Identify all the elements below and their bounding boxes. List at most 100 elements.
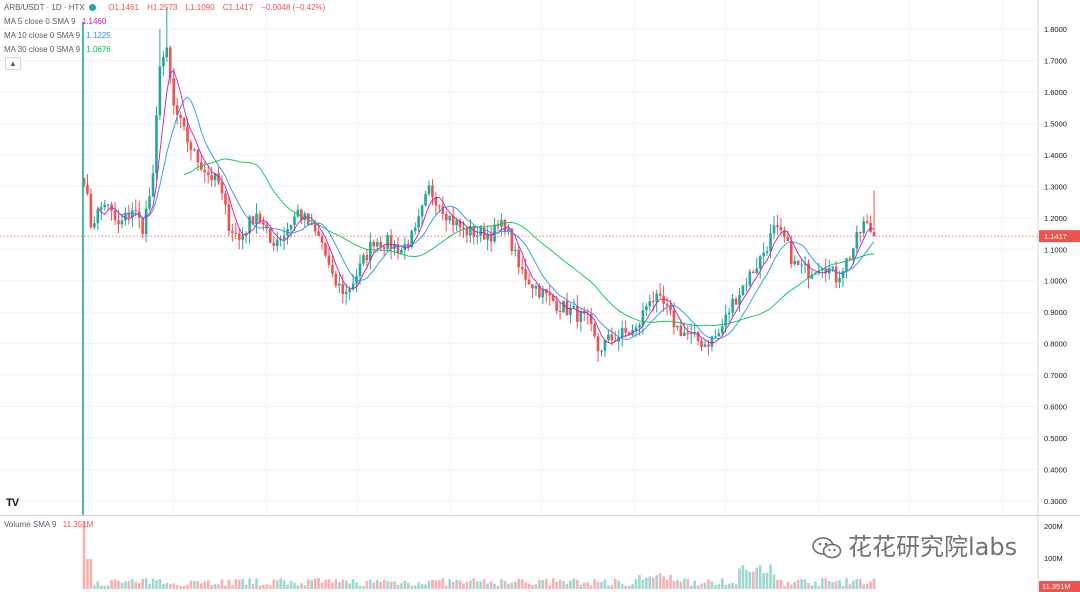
volume-bar — [313, 578, 317, 589]
candle-body — [458, 220, 462, 228]
volume-bar — [579, 584, 583, 589]
volume-bar — [120, 582, 124, 589]
candle-body — [175, 105, 179, 115]
ma5-label: MA 5 close 0 SMA 9 — [4, 17, 76, 26]
volume-bar — [793, 581, 796, 589]
candle-body — [89, 193, 93, 228]
volume-bar — [324, 579, 327, 589]
candle-body — [617, 337, 621, 342]
volume-bar — [237, 579, 241, 589]
candle-body — [762, 252, 765, 257]
volume-bar — [524, 582, 527, 589]
candle-body — [752, 271, 755, 274]
volume-bar — [827, 581, 831, 589]
candle-body — [351, 283, 355, 290]
volume-bar — [510, 582, 514, 589]
volume-bar — [410, 585, 414, 589]
volume-bar — [600, 581, 603, 589]
volume-bar — [269, 585, 272, 589]
volume-bar — [310, 579, 313, 589]
volume-bar — [103, 585, 106, 589]
volume-bar — [862, 584, 865, 589]
price-axis[interactable]: 1.8000 1.7000 1.6000 1.5000 1.4000 1.3000 1.20… — [0, 25, 1080, 592]
volume-bar — [155, 580, 158, 589]
volume-bar — [131, 579, 134, 589]
candle-body — [679, 325, 683, 337]
candle-body — [655, 293, 658, 302]
volume-bar — [427, 581, 431, 589]
volume-bar — [655, 575, 658, 589]
volume-bar — [838, 580, 841, 589]
ma5-line — [97, 70, 875, 344]
candle-body — [869, 222, 872, 233]
ma5-legend[interactable]: MA 5 close 0 SMA 9 1.1460 — [4, 17, 106, 26]
volume-bar — [679, 581, 683, 589]
candle-body — [344, 291, 348, 295]
candle-body — [444, 213, 448, 221]
volume-bar — [507, 583, 510, 589]
ma10-legend[interactable]: MA 10 close 0 SMA 9 1.1225 — [4, 31, 111, 40]
volume-bar — [562, 581, 565, 589]
volume-bar — [645, 577, 648, 589]
volume-bar — [86, 559, 89, 589]
volume-bar — [251, 583, 255, 589]
volume-bar — [227, 579, 231, 589]
volume-bar — [168, 584, 172, 589]
volume-bar — [596, 581, 600, 589]
volume-bar — [124, 581, 127, 589]
volume-bar — [503, 581, 507, 589]
volume-bar — [555, 581, 558, 589]
volume-bar — [686, 579, 690, 589]
volume-legend[interactable]: Volume SMA 9 11.351M — [4, 520, 93, 529]
volume-bar — [400, 583, 403, 589]
candle-body — [686, 332, 690, 335]
chevron-up-icon[interactable]: ▲ — [5, 57, 21, 70]
volume-bar — [758, 565, 762, 589]
candle-body — [448, 215, 451, 221]
candle-body — [210, 174, 213, 181]
volume-bar — [755, 567, 759, 589]
volume-bar — [762, 572, 765, 589]
candle-body — [162, 57, 165, 67]
volume-bar — [769, 564, 772, 589]
volume-bar — [772, 574, 776, 589]
candle-body — [224, 193, 227, 205]
volume-bar — [855, 579, 859, 589]
candle-body — [407, 243, 410, 248]
candle-body — [855, 232, 859, 249]
volume-bar — [158, 579, 162, 589]
price-tick-label: 0.7000 — [1044, 371, 1067, 380]
ma30-legend[interactable]: MA 30 close 0 SMA 9 1.0676 — [4, 45, 111, 54]
price-tick-label: 1.2000 — [1044, 214, 1067, 223]
volume-bar — [175, 585, 179, 589]
candle-body — [852, 248, 855, 260]
volume-bar — [134, 582, 138, 589]
candle-body — [710, 336, 714, 347]
candle-body — [262, 221, 265, 225]
volume-bar — [620, 583, 624, 589]
candle-body — [683, 332, 686, 337]
volume-bar — [303, 584, 307, 589]
candle-body — [772, 225, 776, 234]
volume-bar — [206, 580, 210, 589]
candle-body — [579, 310, 583, 322]
candle-body — [179, 114, 182, 118]
candle-body — [369, 241, 372, 261]
candle-body — [527, 279, 531, 285]
candle-body — [313, 223, 317, 232]
volume-tick-label: 100M — [1044, 554, 1063, 563]
candle-body — [831, 266, 834, 269]
candle-body — [800, 264, 803, 266]
symbol-label[interactable]: ARB/USDT · 1D · HTX — [4, 3, 85, 12]
candle-body — [172, 77, 175, 106]
candle-body — [134, 210, 138, 212]
volume-bar — [500, 579, 503, 589]
volume-bar — [865, 583, 869, 589]
candle-body — [689, 333, 693, 335]
volume-bar — [658, 573, 662, 589]
candle-body — [731, 298, 734, 313]
volume-bar — [193, 580, 196, 589]
volume-bar — [741, 565, 745, 589]
candle-body — [375, 242, 379, 247]
